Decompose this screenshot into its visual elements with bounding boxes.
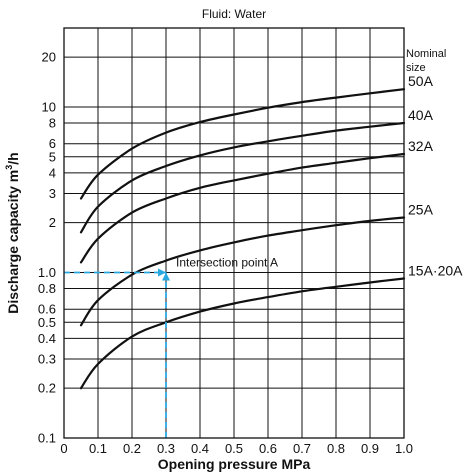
y-tick-label: 0.6 — [38, 302, 56, 317]
x-tick-label: 0.3 — [157, 441, 175, 456]
y-tick-label: 10 — [42, 99, 56, 114]
y-tick-label: 0.5 — [38, 315, 56, 330]
series-curves — [79, 88, 406, 390]
x-tick-label: 0.9 — [361, 441, 379, 456]
plot-frame — [63, 27, 405, 439]
series-label: 15A·20A — [408, 262, 463, 278]
x-tick-label: 0.5 — [225, 441, 243, 456]
y-tick-label: 4 — [49, 165, 56, 180]
annotation-arrowhead-right — [158, 268, 166, 277]
y-tick-labels: 0.1 0.2 0.3 0.40.50.6 0.81.0 2 3 456 8 10 20 — [38, 50, 56, 446]
y-tick-label: 6 — [49, 136, 56, 151]
x-tick-label: 0.1 — [89, 441, 107, 456]
x-tick-label: 0.8 — [327, 441, 345, 456]
y-tick-label: 8 — [49, 116, 56, 131]
y-tick-label: 1.0 — [38, 265, 56, 280]
y-tick-label: 3 — [49, 186, 56, 201]
x-tick-label: 0.2 — [123, 441, 141, 456]
legend-header-line: size — [406, 62, 426, 74]
y-tick-label: 0.2 — [38, 381, 56, 396]
y-tick-label: 20 — [42, 50, 56, 65]
series-line — [79, 88, 406, 200]
annotation-arrowhead-up — [162, 272, 170, 281]
series-labels: 50A 40A 32A 25A 15A·20A Nominal size — [406, 48, 463, 278]
x-tick-labels: 0 0.1 0.2 0.3 0.4 0.5 0.6 0.7 0.8 0.9 1.0 — [60, 441, 413, 456]
series-label: 25A — [408, 201, 434, 217]
y-tick-label: 0.1 — [38, 431, 56, 446]
x-axis-label: Opening pressure MPa — [158, 456, 311, 472]
y-tick-label: 5 — [49, 149, 56, 164]
intersection-annotation: Intersection point A — [64, 255, 278, 438]
x-tick-label: 0.6 — [259, 441, 277, 456]
y-tick-label: 2 — [49, 215, 56, 230]
y-axis-label-unit: /h — [5, 152, 21, 164]
series-line — [79, 277, 406, 390]
x-tick-label: 0 — [60, 441, 67, 456]
x-tick-label: 0.7 — [293, 441, 311, 456]
series-label: 32A — [408, 138, 434, 154]
series-line — [79, 152, 406, 264]
legend-header-line: Nominal — [406, 48, 446, 60]
y-axis-label: Discharge capacity m3/h — [4, 152, 21, 313]
x-tick-label: 0.4 — [191, 441, 209, 456]
y-tick-label: 0.3 — [38, 352, 56, 367]
y-axis-label-superscript: 3 — [4, 165, 14, 170]
y-tick-label: 0.8 — [38, 281, 56, 296]
y-axis-label-text: Discharge capacity m — [5, 170, 21, 314]
annotation-label: Intersection point A — [176, 255, 278, 269]
series-line — [79, 121, 406, 234]
grid-lines — [63, 28, 405, 439]
y-tick-label: 0.4 — [38, 331, 56, 346]
series-label: 40A — [408, 107, 434, 123]
x-tick-label: 1.0 — [395, 441, 413, 456]
series-label: 50A — [408, 73, 434, 89]
series-line — [79, 216, 406, 327]
chart-title: Fluid: Water — [202, 7, 266, 21]
